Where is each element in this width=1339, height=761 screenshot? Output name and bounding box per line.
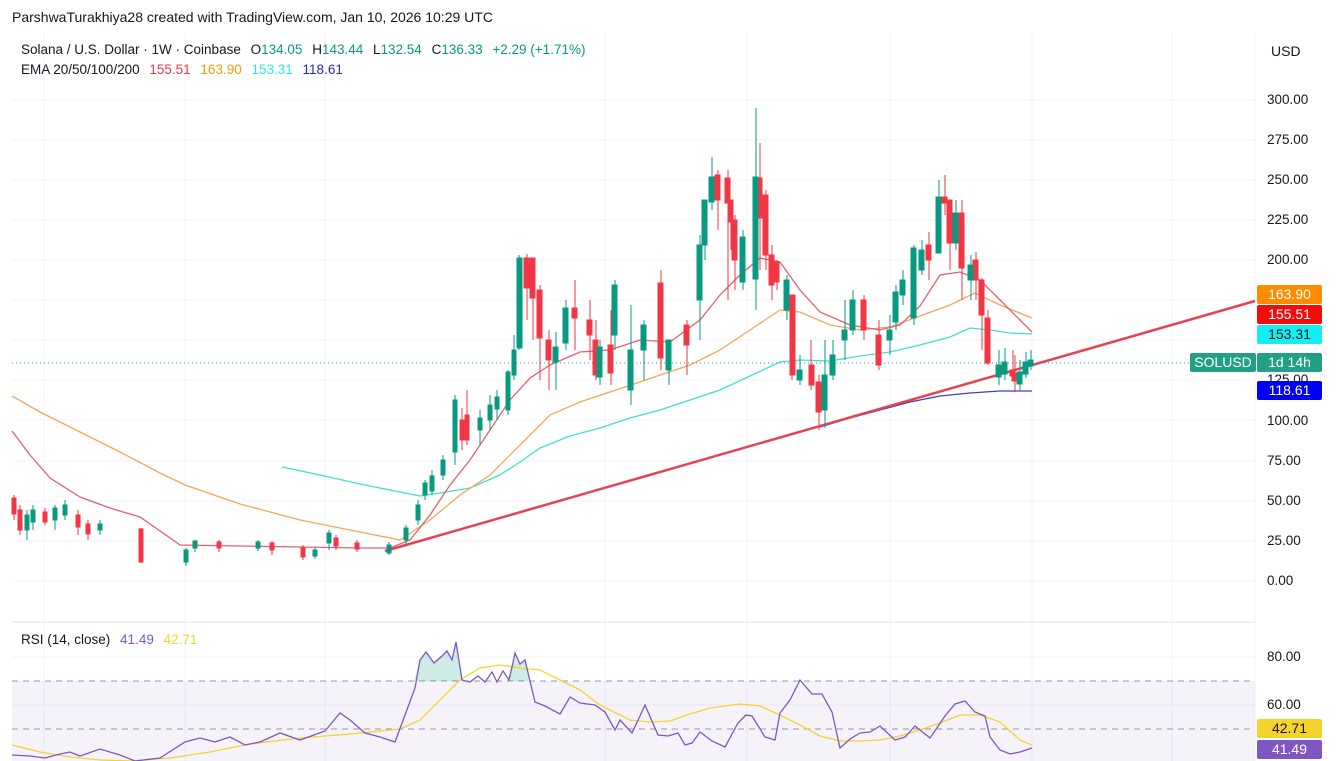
rsi-legend[interactable]: RSI (14, close) 41.49 42.71 xyxy=(21,632,203,647)
ema200-value: 118.61 xyxy=(302,62,343,77)
ema50-price-tag: 163.90 xyxy=(1257,285,1322,304)
price-tick: 300.00 xyxy=(1267,92,1309,107)
ema-label: EMA 20/50/100/200 xyxy=(21,62,140,77)
price-tick: 100.00 xyxy=(1267,413,1309,428)
rsi-price-tag: 41.49 xyxy=(1257,740,1322,759)
price-tick: 250.00 xyxy=(1267,172,1309,187)
symbol-legend: Solana / U.S. Dollar · 1W · Coinbase O13… xyxy=(21,42,586,57)
ema20-value: 155.51 xyxy=(149,62,191,77)
price-tick: 200.00 xyxy=(1267,252,1309,267)
ema100-price-tag: 153.31 xyxy=(1257,325,1322,344)
support-trendline xyxy=(384,299,1256,553)
grid-lines xyxy=(12,32,1255,761)
low-value: 132.54 xyxy=(380,42,422,57)
bar-countdown: 1d 14h xyxy=(1257,353,1322,372)
attribution-text: ParshwaTurakhiya28 created with TradingV… xyxy=(12,9,493,25)
rsi-label: RSI (14, close) xyxy=(21,632,111,647)
price-tick: 0.00 xyxy=(1267,573,1294,588)
price-tick: 225.00 xyxy=(1267,212,1309,227)
symbol-price-tag: SOLUSD xyxy=(1190,353,1256,372)
rsi-ma-value: 42.71 xyxy=(163,632,198,647)
price-tick: 75.00 xyxy=(1267,453,1301,468)
price-tick: 50.00 xyxy=(1267,493,1301,508)
ema50-value: 163.90 xyxy=(200,62,242,77)
ema50-line xyxy=(11,292,1033,541)
currency-button[interactable]: USD xyxy=(1271,43,1301,59)
change-value: +2.29 (+1.71%) xyxy=(492,42,586,57)
candlesticks xyxy=(11,108,1034,566)
close-value: 136.33 xyxy=(441,42,483,57)
rsi-ma-price-tag: 42.71 xyxy=(1257,719,1322,738)
ema20-price-tag: 155.51 xyxy=(1257,305,1322,324)
rsi-tick: 60.00 xyxy=(1267,697,1301,712)
ema-legend[interactable]: EMA 20/50/100/200 155.51 163.90 153.31 1… xyxy=(21,62,349,77)
rsi-overbought-fill xyxy=(414,642,462,681)
price-tick: 275.00 xyxy=(1267,132,1309,147)
rsi-value: 41.49 xyxy=(120,632,154,647)
open-value: 134.05 xyxy=(261,42,303,57)
symbol-title: Solana / U.S. Dollar · 1W · Coinbase xyxy=(21,42,241,57)
rsi-tick: 80.00 xyxy=(1267,649,1301,664)
ema100-line xyxy=(281,327,1033,497)
ema100-value: 153.31 xyxy=(251,62,293,77)
ema200-price-tag: 118.61 xyxy=(1257,381,1322,400)
high-value: 143.44 xyxy=(321,42,364,57)
price-tick: 25.00 xyxy=(1267,533,1301,548)
rsi-line xyxy=(11,641,1033,761)
